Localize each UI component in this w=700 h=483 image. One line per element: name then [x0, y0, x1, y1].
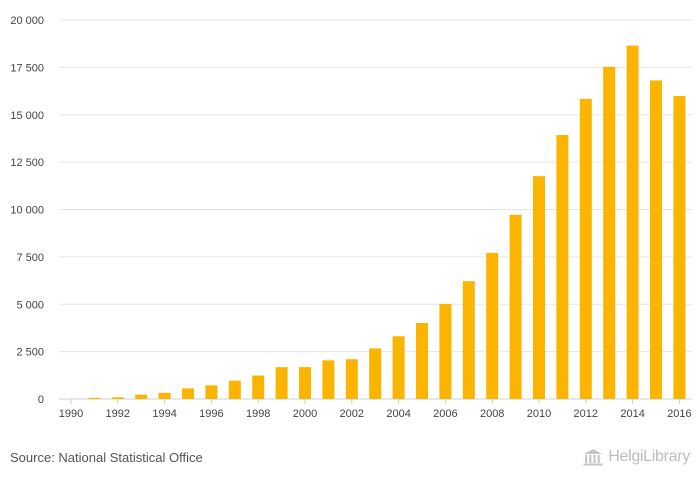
- x-tick-label: 1990: [59, 408, 83, 420]
- bar-1998: [252, 375, 265, 399]
- y-tick-label: 20 000: [10, 15, 44, 27]
- bar-2012: [579, 98, 592, 399]
- y-axis-tick-labels: 0 2 500 5 000 7 500 10 000 12 500 15 000 17 500…: [10, 15, 44, 406]
- x-tick-label: 2010: [527, 408, 551, 420]
- brand-logo: HelgiLibrary: [582, 447, 690, 467]
- brand-name: HelgiLibrary: [608, 448, 690, 465]
- y-tick-label: 17 500: [10, 62, 44, 74]
- y-tick-label: 2 500: [16, 347, 44, 359]
- y-tick-label: 5 000: [16, 299, 44, 311]
- x-tick-label: 1994: [152, 408, 176, 420]
- x-tick-label: 2008: [480, 408, 504, 420]
- x-tick-label: 1998: [246, 408, 270, 420]
- x-tick-label: 2004: [386, 408, 410, 420]
- bar-2011: [556, 135, 569, 400]
- bar-2015: [650, 80, 662, 399]
- bar-2006: [439, 303, 452, 399]
- x-tick-label: 1996: [199, 408, 223, 420]
- x-tick-label: 2016: [667, 408, 691, 420]
- x-tick-label: 2014: [620, 408, 644, 420]
- bar-2002: [345, 359, 358, 399]
- bar-2008: [486, 252, 499, 399]
- bar-1993: [135, 394, 148, 399]
- y-tick-label: 0: [38, 394, 44, 406]
- x-tick-label: 1992: [106, 408, 130, 420]
- bar-2005: [416, 323, 428, 399]
- bar-2009: [509, 214, 522, 399]
- bar-2014: [626, 45, 639, 400]
- y-tick-label: 15 000: [10, 110, 44, 122]
- bar-2001: [322, 360, 335, 399]
- bar-2010: [533, 176, 545, 399]
- gridlines: [59, 19, 692, 400]
- y-tick-label: 12 500: [10, 157, 44, 169]
- y-tick-label: 10 000: [10, 205, 44, 217]
- x-axis-tick-labels: 1990 1992 1994 1996 1998 2000 2002 2004 2006 2008…: [59, 399, 692, 420]
- bar-2000: [299, 367, 311, 399]
- x-tick-label: 2000: [293, 408, 317, 420]
- building-columns-icon: [583, 449, 603, 466]
- bar-1994: [158, 392, 171, 399]
- bar-2013: [603, 66, 616, 399]
- bars: [88, 45, 686, 400]
- x-tick-label: 2002: [340, 408, 364, 420]
- bar-1995: [182, 388, 194, 399]
- y-tick-label: 7 500: [16, 252, 44, 264]
- bar-2004: [392, 336, 405, 399]
- x-tick-label: 2012: [574, 408, 598, 420]
- x-tick-label: 2006: [433, 408, 457, 420]
- source-note: Source: National Statistical Office: [10, 450, 203, 465]
- bar-2003: [369, 348, 382, 399]
- bar-1992: [111, 397, 124, 399]
- bar-1991: [88, 397, 101, 399]
- bar-chart: 0 2 500 5 000 7 500 10 000 12 500 15 000 17 500…: [10, 15, 692, 420]
- bar-1996: [205, 385, 218, 399]
- bar-2007: [462, 281, 475, 399]
- bar-1999: [275, 367, 288, 399]
- bar-1997: [228, 380, 241, 399]
- bar-2016: [673, 95, 686, 399]
